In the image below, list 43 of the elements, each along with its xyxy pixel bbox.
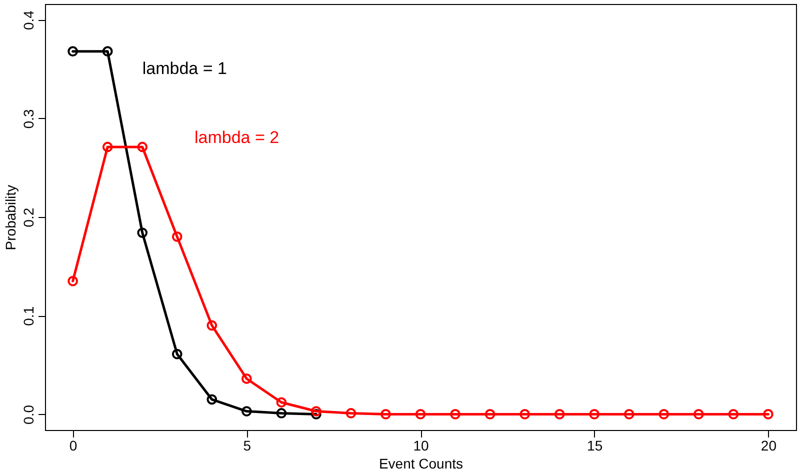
point xyxy=(276,408,287,418)
point xyxy=(102,46,113,57)
x-tick-label: 20 xyxy=(760,438,777,454)
point xyxy=(450,409,460,420)
point xyxy=(658,409,670,420)
point xyxy=(484,409,496,420)
x-tick-label: 5 xyxy=(243,438,252,454)
x-tick-label: 10 xyxy=(413,438,429,454)
point xyxy=(415,409,426,420)
point xyxy=(172,232,182,242)
point xyxy=(206,320,218,331)
y-tick-label: 0.0 xyxy=(20,404,36,424)
x-tick-label: 15 xyxy=(587,438,603,454)
point xyxy=(311,406,322,416)
point xyxy=(241,374,252,384)
point xyxy=(68,276,78,286)
point xyxy=(589,409,600,420)
y-tick-label: 0.2 xyxy=(20,208,36,228)
point xyxy=(624,409,634,420)
point xyxy=(728,409,739,420)
y-axis-title: Probability xyxy=(2,184,18,250)
point xyxy=(311,409,322,420)
y-tick-label: 0.4 xyxy=(20,10,36,30)
point xyxy=(241,406,252,416)
point xyxy=(206,394,218,405)
point xyxy=(346,408,356,418)
point xyxy=(137,142,148,152)
point xyxy=(380,409,391,420)
series-label: lambda = 1 xyxy=(142,59,227,78)
point xyxy=(68,46,78,57)
point xyxy=(763,409,774,420)
text: lambda = 2 xyxy=(194,128,280,148)
y-tick-label: 0.3 xyxy=(20,108,36,129)
point xyxy=(554,409,565,420)
point xyxy=(693,409,704,420)
point xyxy=(276,397,287,408)
x-tick-label: 0 xyxy=(69,438,78,454)
point xyxy=(102,142,113,152)
point xyxy=(172,348,182,360)
x-axis-title: Event Counts xyxy=(378,456,464,472)
y-tick-label: 0.1 xyxy=(20,306,36,326)
point xyxy=(520,409,530,420)
point xyxy=(137,228,148,238)
